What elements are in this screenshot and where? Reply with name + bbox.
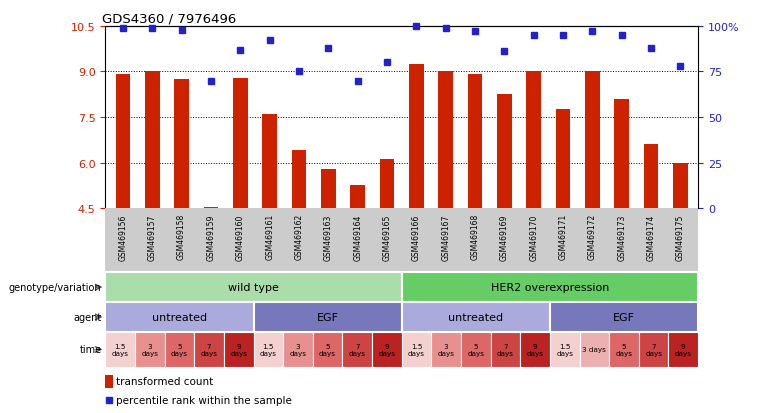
Text: GSM469175: GSM469175	[676, 214, 685, 260]
Text: 9
days: 9 days	[526, 343, 544, 356]
Text: 3 days: 3 days	[583, 347, 606, 353]
Text: GSM469174: GSM469174	[647, 214, 656, 260]
Bar	[254, 332, 283, 367]
Text: GSM469166: GSM469166	[412, 214, 421, 260]
Bar	[204, 207, 218, 209]
Bar	[520, 332, 550, 367]
Bar	[135, 332, 165, 367]
Text: 3
days: 3 days	[438, 343, 455, 356]
Bar	[639, 332, 668, 367]
Text: 3
days: 3 days	[289, 343, 307, 356]
Text: EGF: EGF	[317, 312, 339, 322]
Bar	[673, 163, 688, 209]
Text: GSM469163: GSM469163	[324, 214, 333, 260]
Bar	[550, 332, 580, 367]
Bar	[526, 72, 541, 209]
Bar	[438, 72, 453, 209]
Text: 1.5
days: 1.5 days	[112, 343, 129, 356]
Bar	[283, 332, 313, 367]
Text: GSM469170: GSM469170	[530, 214, 538, 260]
Text: untreated: untreated	[152, 312, 207, 322]
Text: GSM469165: GSM469165	[382, 214, 392, 260]
Text: GSM469161: GSM469161	[265, 214, 274, 260]
Bar	[380, 160, 395, 209]
Text: 9
days: 9 days	[378, 343, 395, 356]
Text: 7
days: 7 days	[497, 343, 514, 356]
Text: genotype/variation: genotype/variation	[9, 282, 101, 292]
Bar	[556, 110, 570, 209]
Text: time: time	[80, 344, 101, 355]
Bar	[402, 332, 431, 367]
Text: GSM469157: GSM469157	[147, 214, 157, 260]
Text: EGF: EGF	[613, 312, 635, 322]
Bar	[580, 332, 609, 367]
Bar	[585, 72, 600, 209]
Bar	[497, 95, 512, 209]
Bar	[254, 302, 402, 332]
Text: GSM469169: GSM469169	[500, 214, 509, 260]
Text: 3
days: 3 days	[141, 343, 158, 356]
Bar	[668, 332, 698, 367]
Bar	[165, 332, 194, 367]
Bar	[372, 332, 402, 367]
Bar	[145, 72, 160, 209]
Bar	[402, 302, 550, 332]
Bar	[224, 332, 254, 367]
Bar	[342, 332, 372, 367]
Text: 7
days: 7 days	[349, 343, 366, 356]
Text: GSM469168: GSM469168	[470, 214, 480, 260]
Text: transformed count: transformed count	[116, 376, 213, 386]
Bar	[105, 302, 254, 332]
Text: 1.5
days: 1.5 days	[260, 343, 277, 356]
Bar	[105, 273, 402, 302]
Bar	[431, 332, 461, 367]
Bar	[292, 151, 307, 209]
Text: percentile rank within the sample: percentile rank within the sample	[116, 395, 292, 405]
Bar	[115, 75, 130, 209]
Bar	[105, 332, 135, 367]
Text: GSM469173: GSM469173	[617, 214, 626, 260]
Text: wild type: wild type	[228, 282, 279, 292]
Bar	[174, 80, 189, 209]
Text: 5
days: 5 days	[615, 343, 633, 356]
Text: 9
days: 9 days	[230, 343, 247, 356]
Bar	[461, 332, 491, 367]
Text: GSM469171: GSM469171	[558, 214, 568, 260]
Bar	[409, 65, 424, 209]
Text: agent: agent	[73, 312, 101, 322]
Text: 7
days: 7 days	[200, 343, 218, 356]
Text: 1.5
days: 1.5 days	[408, 343, 425, 356]
Bar	[468, 75, 482, 209]
Text: HER2 overexpression: HER2 overexpression	[491, 282, 609, 292]
Text: GDS4360 / 7976496: GDS4360 / 7976496	[102, 13, 236, 26]
Text: GSM469167: GSM469167	[441, 214, 450, 260]
Bar	[105, 375, 113, 388]
Text: GSM469162: GSM469162	[295, 214, 303, 260]
Text: GSM469160: GSM469160	[236, 214, 245, 260]
Text: GSM469159: GSM469159	[207, 214, 215, 260]
Text: 1.5
days: 1.5 days	[556, 343, 573, 356]
Bar	[313, 332, 342, 367]
Bar	[262, 115, 277, 209]
Text: 9
days: 9 days	[675, 343, 692, 356]
Bar	[615, 100, 629, 209]
Bar	[321, 169, 335, 209]
Text: 5
days: 5 days	[467, 343, 484, 356]
Bar	[350, 186, 365, 209]
Text: untreated: untreated	[448, 312, 503, 322]
Text: GSM469158: GSM469158	[177, 214, 186, 260]
Text: 5
days: 5 days	[319, 343, 336, 356]
Text: 5
days: 5 days	[171, 343, 188, 356]
Text: GSM469156: GSM469156	[119, 214, 127, 260]
Bar	[194, 332, 224, 367]
Text: GSM469164: GSM469164	[353, 214, 362, 260]
Bar	[402, 273, 698, 302]
Text: 7
days: 7 days	[645, 343, 662, 356]
Bar	[233, 78, 247, 209]
Bar	[609, 332, 639, 367]
Bar	[644, 145, 658, 209]
Bar	[491, 332, 520, 367]
Bar	[550, 302, 698, 332]
Text: GSM469172: GSM469172	[588, 214, 597, 260]
